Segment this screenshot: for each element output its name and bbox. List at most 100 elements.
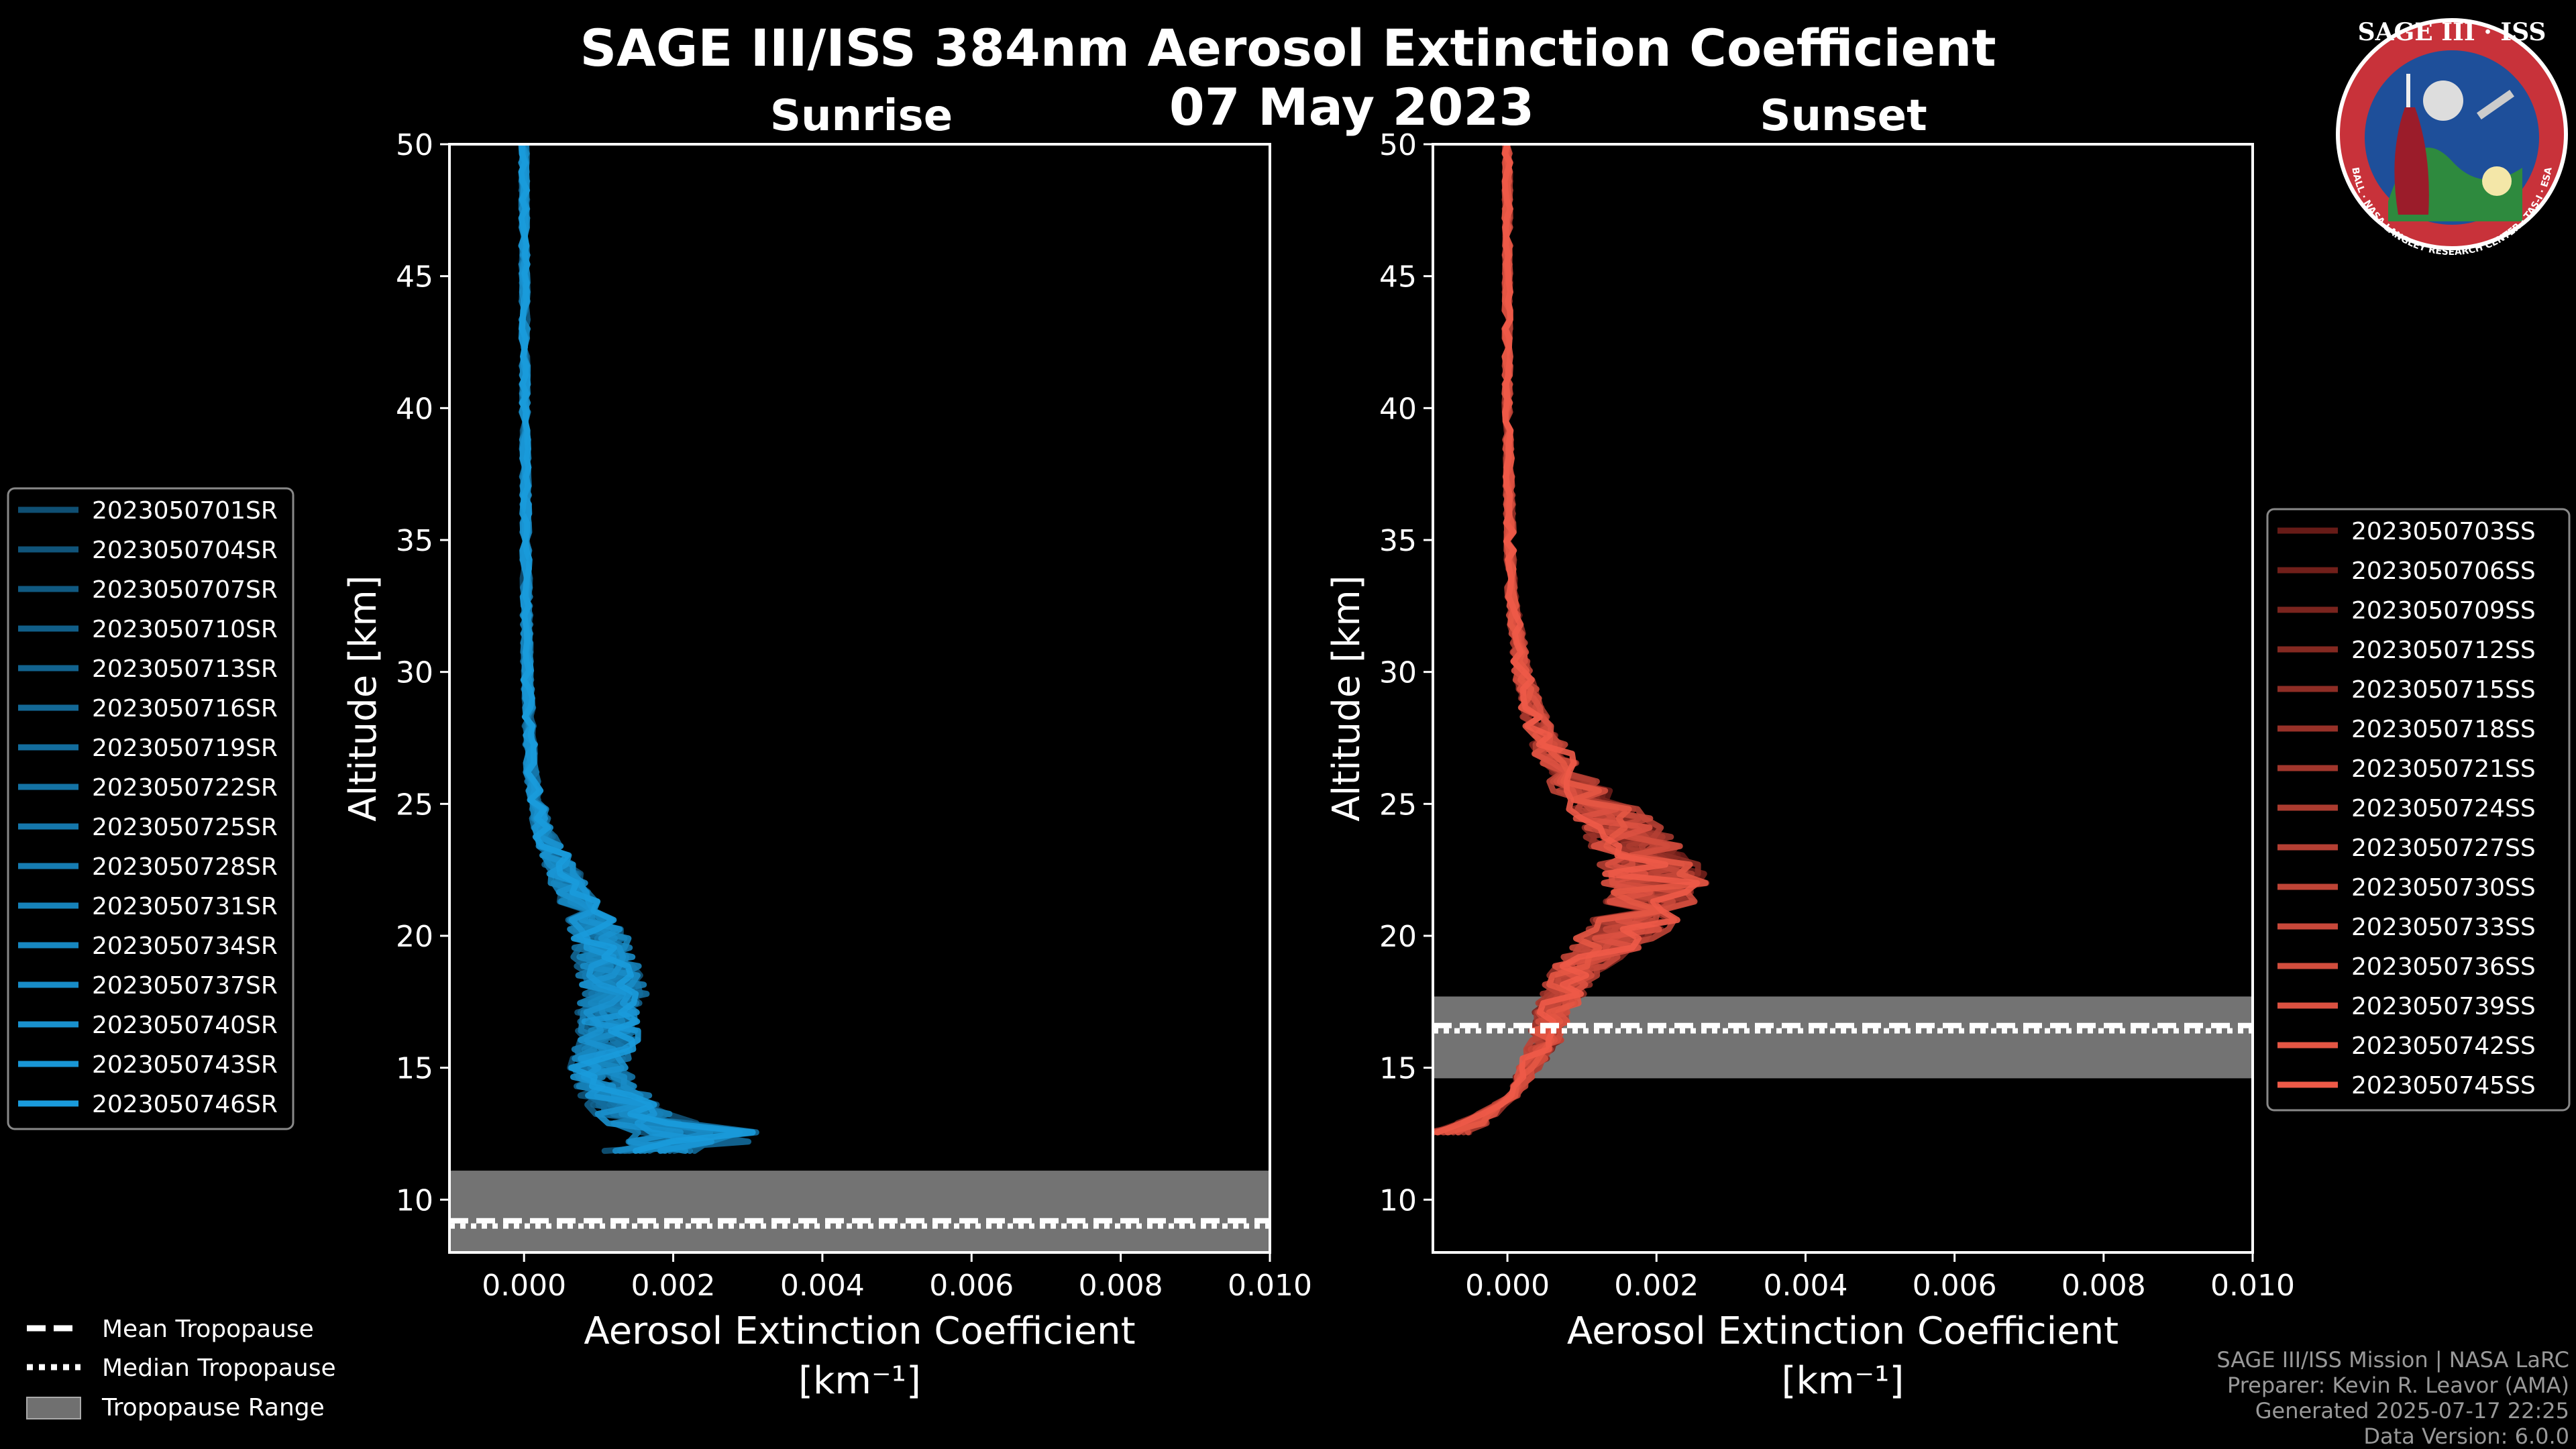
sunrise-y-tick-label: 10 [396, 1183, 433, 1218]
sunset-y-tick-label: 35 [1379, 524, 1417, 558]
sunset-y-tick-label: 10 [1379, 1183, 1417, 1218]
sunset-legend-label: 2023050733SS [2351, 914, 2536, 941]
credit-version: Data Version: 6.0.0 [2363, 1424, 2569, 1449]
sunset-legend-label: 2023050736SS [2351, 953, 2536, 981]
sunrise-tropopause-range [449, 1171, 1270, 1252]
sunset-legend-label: 2023050724SS [2351, 795, 2536, 822]
sunset-panel: 0.000 0.002 0.004 0.006 0.008 0.010 10 15 20 25 30… [1325, 128, 2295, 1403]
tropopause-legend: Mean Tropopause Median Tropopause Tropop… [26, 1316, 336, 1421]
sunset-legend-label: 2023050703SS [2351, 518, 2536, 545]
sunrise-legend-label: 2023050716SR [92, 695, 278, 722]
sunset-legend-label: 2023050727SS [2351, 835, 2536, 862]
sunrise-legend-label: 2023050737SR [92, 972, 278, 1000]
tropopause-range-label: Tropopause Range [101, 1394, 325, 1421]
sunrise-panel: 0.000 0.002 0.004 0.006 0.008 0.010 10 15 20 25 30… [341, 128, 1312, 1403]
sunset-x-axis-label: Aerosol Extinction Coefficient [1567, 1309, 2118, 1353]
sunrise-x-tick-label: 0.000 [482, 1269, 566, 1303]
logo-station-icon [2476, 89, 2515, 120]
sunset-y-tick-label: 25 [1379, 788, 1417, 822]
sunset-series-line-2023050745SS [1434, 144, 1701, 1136]
sunrise-legend-label: 2023050731SR [92, 893, 278, 920]
sunrise-profiles [518, 144, 759, 1155]
sunrise-legend-frame [7, 487, 294, 1130]
sunset-legend-label: 2023050709SS [2351, 597, 2536, 625]
logo-moon-icon [2423, 80, 2463, 121]
sunset-axes-frame [1432, 143, 2254, 1254]
sunset-legend-label: 2023050739SS [2351, 993, 2536, 1020]
sunset-x-tick-label: 0.000 [1465, 1269, 1550, 1303]
sunset-panel-title: Sunset [1760, 91, 1927, 141]
sunset-legend: 2023050703SS 2023050706SS 2023050709SS 2023… [2266, 508, 2571, 1112]
sunrise-y-tick-label: 40 [396, 392, 433, 426]
sunset-legend-label: 2023050745SS [2351, 1072, 2536, 1099]
sunrise-legend-label: 2023050743SR [92, 1051, 278, 1079]
sunrise-y-tick-label: 15 [396, 1052, 433, 1086]
sunrise-legend-label: 2023050701SR [92, 497, 278, 525]
sunset-y-tick-label: 50 [1379, 128, 1417, 162]
sunrise-plot-area [449, 144, 1270, 1252]
sunrise-panel-title: Sunrise [770, 91, 953, 141]
sunset-x-tick-label: 0.002 [1614, 1269, 1699, 1303]
sunrise-legend: 2023050701SR 2023050704SR 2023050707SR 2023… [7, 487, 294, 1130]
sunrise-axes-frame [448, 143, 1271, 1254]
sunrise-y-tick-label: 30 [396, 656, 433, 690]
tropopause-range-swatch [26, 1397, 81, 1419]
sunset-x-tick-label: 0.004 [1763, 1269, 1847, 1303]
logo-sun-icon [2482, 166, 2512, 196]
sunrise-legend-label: 2023050746SR [92, 1091, 278, 1118]
logo-figure-icon [2394, 107, 2429, 215]
sunset-x-tick-label: 0.008 [2061, 1269, 2146, 1303]
sunrise-legend-label: 2023050722SR [92, 774, 278, 802]
sunrise-x-tick-label: 0.010 [1228, 1269, 1312, 1303]
sunset-x-tick-label: 0.006 [1913, 1269, 1997, 1303]
sunset-legend-label: 2023050712SS [2351, 637, 2536, 664]
sunrise-y-axis-label: Altitude [km] [341, 575, 385, 821]
figure-date: 07 May 2023 [1169, 77, 1534, 137]
sunrise-x-tick-label: 0.002 [631, 1269, 716, 1303]
sunset-legend-label: 2023050742SS [2351, 1032, 2536, 1060]
sunset-legend-label: 2023050718SS [2351, 716, 2536, 743]
sunrise-x-axis-label: Aerosol Extinction Coefficient [584, 1309, 1135, 1353]
sunset-legend-label: 2023050721SS [2351, 755, 2536, 783]
median-tropopause-label: Median Tropopause [102, 1354, 336, 1382]
sunset-x-tick-label: 0.010 [2210, 1269, 2295, 1303]
sunrise-x-tick-label: 0.004 [780, 1269, 865, 1303]
sunset-y-axis-label: Altitude [km] [1325, 575, 1368, 821]
credit-mission: SAGE III/ISS Mission | NASA LaRC [2216, 1347, 2569, 1373]
sunset-profiles [1433, 144, 1710, 1136]
sunset-legend-label: 2023050730SS [2351, 874, 2536, 902]
sunrise-legend-label: 2023050728SR [92, 853, 278, 881]
sunrise-series-line-2023050746SR [518, 144, 756, 1155]
credit-preparer: Preparer: Kevin R. Leavor (AMA) [2227, 1373, 2569, 1398]
sunset-y-tick-label: 40 [1379, 392, 1417, 426]
sunrise-legend-label: 2023050740SR [92, 1012, 278, 1039]
sunset-y-tick-label: 15 [1379, 1052, 1417, 1086]
sunset-plot-area [1433, 144, 2253, 1252]
sage-iii-iss-logo: SAGE III · ISS BALL · NASA LANGLEY RESEA… [2336, 18, 2568, 258]
sunrise-y-tick-label: 25 [396, 788, 433, 822]
sunrise-y-tick-label: 45 [396, 260, 433, 294]
sunrise-x-axis-unit: [km⁻¹] [798, 1359, 921, 1403]
sunrise-legend-label: 2023050710SR [92, 616, 278, 643]
sunrise-y-tick-label: 35 [396, 524, 433, 558]
sunset-legend-frame [2266, 508, 2571, 1112]
sunset-y-tick-label: 30 [1379, 656, 1417, 690]
sunrise-legend-label: 2023050725SR [92, 814, 278, 841]
sunrise-x-tick-label: 0.008 [1079, 1269, 1163, 1303]
credit-generated: Generated 2025-07-17 22:25 [2255, 1398, 2569, 1424]
sunrise-legend-label: 2023050713SR [92, 655, 278, 683]
sunset-x-axis-unit: [km⁻¹] [1782, 1359, 1904, 1403]
mean-tropopause-label: Mean Tropopause [102, 1316, 314, 1343]
sunrise-legend-label: 2023050719SR [92, 735, 278, 762]
sunset-y-tick-label: 45 [1379, 260, 1417, 294]
sunset-y-tick-label: 20 [1379, 920, 1417, 954]
sunrise-y-tick-label: 50 [396, 128, 433, 162]
sunrise-y-tick-label: 20 [396, 920, 433, 954]
sunrise-legend-label: 2023050704SR [92, 537, 278, 564]
sunrise-legend-label: 2023050734SR [92, 932, 278, 960]
sunrise-x-tick-label: 0.006 [929, 1269, 1014, 1303]
sunrise-legend-label: 2023050707SR [92, 576, 278, 604]
credits: SAGE III/ISS Mission | NASA LaRC Prepare… [2216, 1347, 2569, 1449]
sunset-legend-label: 2023050715SS [2351, 676, 2536, 704]
figure-title: SAGE III/ISS 384nm Aerosol Extinction Co… [580, 18, 1996, 78]
